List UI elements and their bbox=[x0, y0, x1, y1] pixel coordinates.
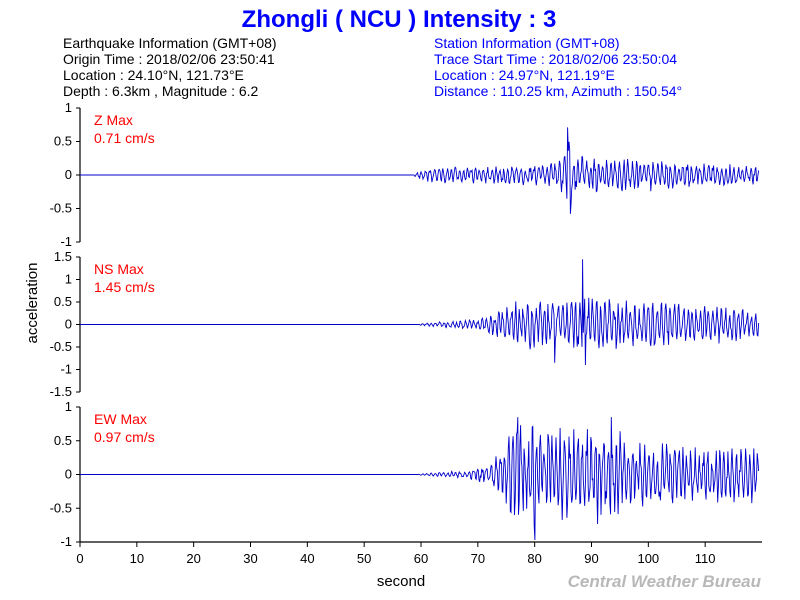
trace-line-ns bbox=[80, 259, 760, 366]
x-tick-label: 60 bbox=[414, 551, 428, 566]
max-value-ew: 0.97 cm/s bbox=[94, 429, 155, 445]
y-tick-label-ns: -1.5 bbox=[50, 384, 72, 399]
x-tick-label: 20 bbox=[186, 551, 200, 566]
y-tick-label-z: 0.5 bbox=[54, 134, 72, 149]
trace-line-z bbox=[80, 127, 760, 214]
x-tick-label: 0 bbox=[76, 551, 83, 566]
station-info-heading: Station Information (GMT+08) bbox=[434, 35, 620, 51]
y-tick-label-z: 0 bbox=[65, 167, 72, 182]
credit-label: Central Weather Bureau bbox=[568, 572, 762, 591]
trace-line-ew bbox=[80, 417, 760, 541]
y-axis-label: acceleration bbox=[24, 263, 41, 344]
distance-azimuth: Distance : 110.25 km, Azimuth : 150.54° bbox=[434, 83, 682, 99]
x-axis-label: second bbox=[377, 573, 425, 590]
max-label-ew: EW Max bbox=[94, 411, 147, 427]
y-tick-label-ns: 0.5 bbox=[54, 294, 72, 309]
x-tick-label: 110 bbox=[695, 551, 716, 566]
earthquake-info-heading: Earthquake Information (GMT+08) bbox=[63, 35, 277, 51]
y-tick-label-ew: -0.5 bbox=[50, 500, 72, 515]
y-tick-label-z: -1 bbox=[60, 234, 72, 249]
x-tick-label: 100 bbox=[637, 551, 659, 566]
depth-magnitude: Depth : 6.3km , Magnitude : 6.2 bbox=[63, 83, 259, 99]
y-tick-label-ns: 1.5 bbox=[54, 249, 72, 264]
x-tick-label: 40 bbox=[300, 551, 314, 566]
y-tick-label-z: 1 bbox=[65, 100, 72, 115]
x-tick-label: 30 bbox=[243, 551, 257, 566]
max-label-ns: NS Max bbox=[94, 261, 144, 277]
max-value-z: 0.71 cm/s bbox=[94, 130, 155, 146]
y-tick-label-ew: -1 bbox=[60, 534, 72, 549]
max-label-z: Z Max bbox=[94, 112, 133, 128]
y-tick-label-ns: 1 bbox=[65, 272, 72, 287]
y-tick-label-ew: 1 bbox=[65, 399, 72, 414]
x-tick-label: 90 bbox=[584, 551, 598, 566]
y-tick-label-ns: -0.5 bbox=[50, 339, 72, 354]
trace-panels: 1 0.5 0 -0.5 -1 Z Max 0.71 cm/s 1.5 1 0.5 0 -0.5 -1 -… bbox=[50, 100, 762, 566]
y-tick-label-z: -0.5 bbox=[50, 201, 72, 216]
epicenter-location: Location : 24.10°N, 121.73°E bbox=[63, 67, 244, 83]
x-tick-label: 70 bbox=[471, 551, 485, 566]
station-location: Location : 24.97°N, 121.19°E bbox=[434, 67, 615, 83]
y-tick-label-ew: 0 bbox=[65, 467, 72, 482]
x-tick-label: 80 bbox=[527, 551, 541, 566]
x-tick-label: 50 bbox=[357, 551, 371, 566]
x-tick-label: 10 bbox=[130, 551, 144, 566]
max-value-ns: 1.45 cm/s bbox=[94, 279, 155, 295]
origin-time: Origin Time : 2018/02/06 23:50:41 bbox=[63, 51, 275, 67]
y-tick-label-ns: 0 bbox=[65, 317, 72, 332]
chart-title: Zhongli ( NCU ) Intensity : 3 bbox=[242, 6, 557, 33]
trace-start-time: Trace Start Time : 2018/02/06 23:50:04 bbox=[434, 51, 677, 67]
y-tick-label-ew: 0.5 bbox=[54, 433, 72, 448]
y-tick-label-ns: -1 bbox=[60, 362, 72, 377]
